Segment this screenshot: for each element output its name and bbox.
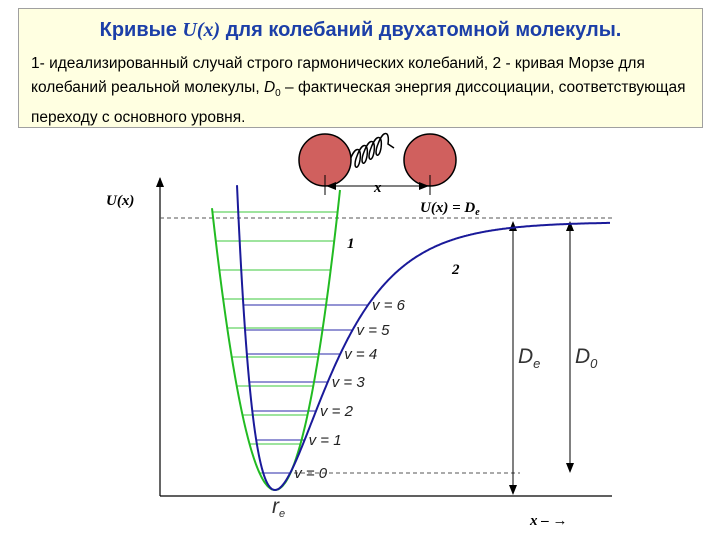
level-label: v = 6	[372, 297, 406, 314]
description-text: – фактическая энергия диссоциации, соотв…	[31, 79, 686, 127]
label-sub: e	[475, 207, 480, 218]
curve-label: 2	[451, 262, 460, 278]
molecule-label: x	[373, 180, 382, 196]
label-sub: 0	[590, 356, 598, 371]
curve-label: 1	[347, 236, 355, 252]
label-main: D	[575, 345, 590, 368]
symbol: D	[263, 79, 276, 96]
title-text: для колебаний двухатомной молекулы.	[220, 19, 622, 41]
depth-label: De	[518, 345, 540, 371]
title: Кривые U(x) для колебаний двухатомной мо…	[19, 19, 702, 42]
label-main: D	[518, 345, 533, 368]
label-sub: e	[279, 508, 285, 520]
label-main: U(x) = D	[420, 200, 475, 216]
label-sub: e	[533, 356, 540, 371]
level-label: v = 2	[320, 403, 354, 420]
label-main: r	[272, 495, 280, 518]
title-text: Кривые	[99, 19, 183, 41]
x-axis-label: x – →	[529, 513, 568, 529]
title-symbol: U(x)	[182, 19, 221, 41]
depth-label: D0	[575, 345, 598, 371]
description-text: 1- идеализированный случай строго гармон…	[31, 55, 645, 96]
morse-curve	[236, 185, 610, 492]
curves: v = 0 v = 1 v = 2 v = 3 v = 4 v = 5 v = 6	[211, 185, 610, 492]
y-axis-label: U(x)	[106, 193, 134, 209]
equilibrium-label: re	[272, 495, 285, 520]
subscript: 0	[275, 88, 281, 100]
asymptote-label: U(x) = De	[420, 200, 480, 218]
spring	[349, 132, 395, 168]
description: 1- идеализированный случай строго гармон…	[31, 52, 692, 130]
level-label: v = 3	[332, 374, 366, 391]
level-label: v = 0	[294, 465, 328, 482]
level-label: v = 4	[344, 346, 377, 363]
header-box: Кривые U(x) для колебаний двухатомной мо…	[18, 8, 703, 128]
level-label: v = 1	[309, 432, 342, 449]
level-label: v = 5	[357, 322, 391, 339]
